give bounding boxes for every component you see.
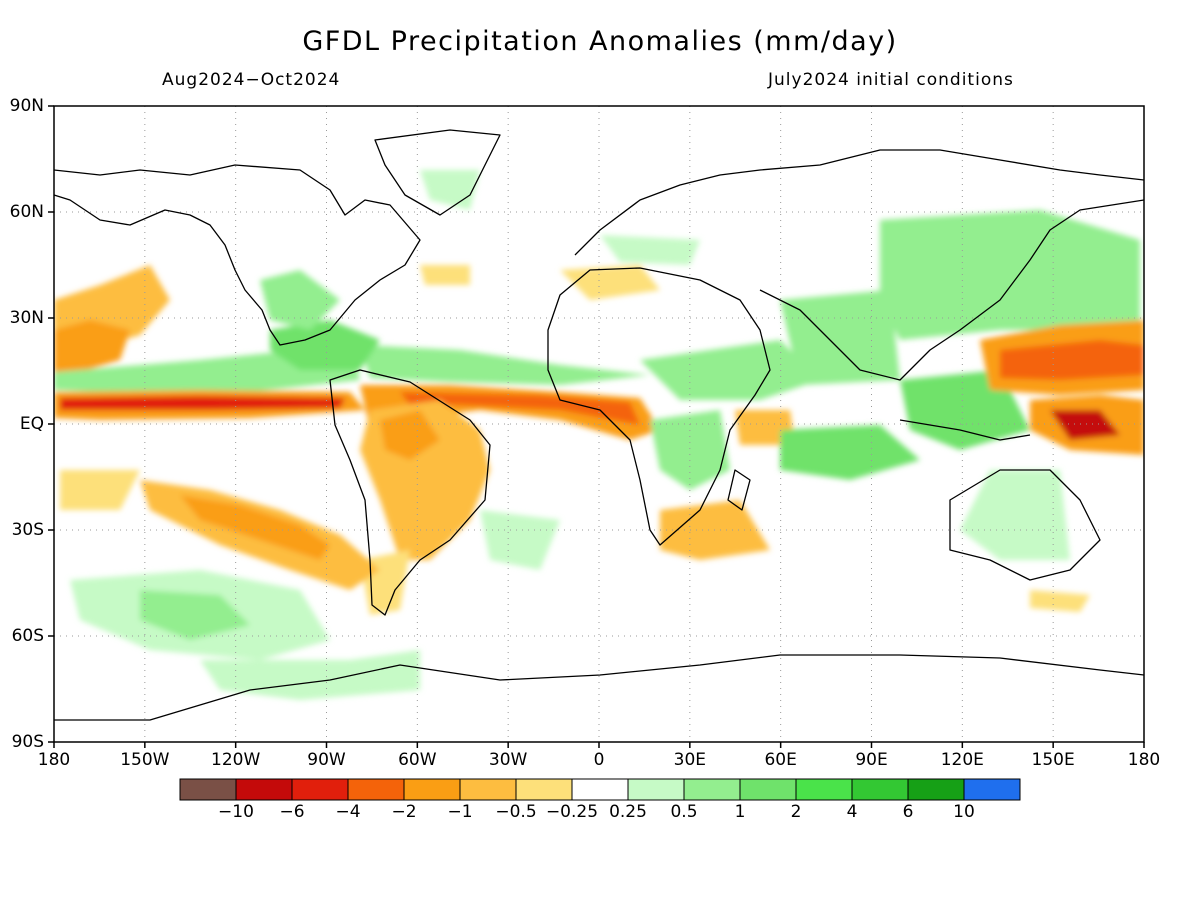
anomaly-region <box>880 210 1140 340</box>
colorbar-label: 0.25 <box>609 802 647 822</box>
colorbar-label: 1 <box>734 802 746 822</box>
anomaly-region <box>380 410 440 460</box>
colorbar-swatch <box>795 778 853 801</box>
colorbar-swatch <box>515 778 573 801</box>
gridlines <box>54 106 1144 742</box>
lon-label: 150W <box>120 750 170 770</box>
coast-south-america <box>329 369 491 616</box>
anomaly-region <box>400 392 640 425</box>
lon-label: 120E <box>940 750 984 770</box>
lat-label: EQ <box>19 414 44 434</box>
coastlines <box>53 129 1145 721</box>
initial-conditions: July2024 initial conditions <box>768 70 1014 90</box>
coast-antarctica <box>54 654 1145 721</box>
coast-asia-east <box>759 199 1145 381</box>
lon-label: 120W <box>211 750 261 770</box>
colorbar-swatch <box>739 778 797 801</box>
anomaly-region <box>54 320 130 372</box>
colorbar-swatch <box>347 778 405 801</box>
colorbar-swatch <box>459 778 517 801</box>
anomaly-region <box>640 340 820 400</box>
coast-eurasia-north <box>574 149 1145 256</box>
colorbar-label: 2 <box>790 802 802 822</box>
anomaly-region <box>420 265 470 285</box>
coast-north-america <box>53 164 421 346</box>
lon-label: 0 <box>593 750 605 770</box>
anomaly-field <box>54 170 1144 700</box>
lat-label: 60N <box>9 202 44 222</box>
anomaly-region <box>650 410 730 490</box>
forecast-period: Aug2024−Oct2024 <box>162 70 341 90</box>
colorbar <box>179 778 1021 801</box>
anomaly-region <box>1030 590 1090 612</box>
lat-label: 90N <box>9 96 44 116</box>
lon-label: 30E <box>673 750 707 770</box>
anomaly-region <box>140 590 250 640</box>
lon-label: 180 <box>1127 750 1161 770</box>
anomaly-region <box>420 170 480 210</box>
colorbar-label: 0.5 <box>670 802 698 822</box>
lat-label: 30N <box>9 308 44 328</box>
anomaly-region <box>960 470 1070 560</box>
colorbar-label: 6 <box>902 802 914 822</box>
colorbar-label: −2 <box>391 802 417 822</box>
anomaly-region <box>600 235 700 265</box>
anomaly-region <box>260 270 340 330</box>
anomaly-region <box>60 470 140 510</box>
coast-greenland <box>374 129 501 216</box>
colorbar-swatch <box>179 778 237 801</box>
colorbar-swatch <box>683 778 741 801</box>
coast-australia <box>949 469 1101 581</box>
anomaly-region <box>270 320 380 370</box>
colorbar-swatch <box>291 778 349 801</box>
colorbar-swatch <box>851 778 909 801</box>
anomaly-region <box>780 425 920 480</box>
coast-madagascar <box>727 469 751 511</box>
colorbar-swatch <box>403 778 461 801</box>
colorbar-label: −10 <box>218 802 254 822</box>
lon-label: 90W <box>307 750 346 770</box>
lon-label: 60E <box>764 750 797 770</box>
coast-indonesia <box>899 419 1031 441</box>
lat-label: 30S <box>11 520 44 540</box>
anomaly-region <box>1000 340 1144 380</box>
anomaly-region <box>360 345 650 385</box>
lon-label: 60W <box>398 750 437 770</box>
colorbar-label: −1 <box>447 802 473 822</box>
anomaly-region <box>1050 410 1120 440</box>
colorbar-swatch <box>235 778 293 801</box>
colorbar-swatch <box>627 778 685 801</box>
anomaly-region <box>180 495 330 560</box>
lon-label: 180 <box>37 750 71 770</box>
lon-label: 30W <box>488 750 528 770</box>
anomaly-region <box>60 396 345 410</box>
lat-label: 60S <box>11 626 44 646</box>
colorbar-label: 10 <box>953 802 975 822</box>
anomaly-region <box>780 290 900 385</box>
lon-label: 90E <box>855 750 888 770</box>
anomaly-region <box>200 650 420 700</box>
lon-label: 150E <box>1031 750 1075 770</box>
colorbar-swatch <box>963 778 1021 801</box>
lat-label: 90S <box>11 732 44 752</box>
colorbar-label: −4 <box>335 802 361 822</box>
map-title: GFDL Precipitation Anomalies (mm/day) <box>302 26 898 57</box>
colorbar-label: 4 <box>846 802 858 822</box>
colorbar-swatch <box>907 778 965 801</box>
colorbar-label: −0.25 <box>545 802 599 822</box>
colorbar-swatch <box>571 778 629 801</box>
coast-africa-eurasia <box>547 267 771 546</box>
anomaly-region <box>480 510 560 570</box>
colorbar-label: −0.5 <box>495 802 537 822</box>
colorbar-label: −6 <box>279 802 305 822</box>
